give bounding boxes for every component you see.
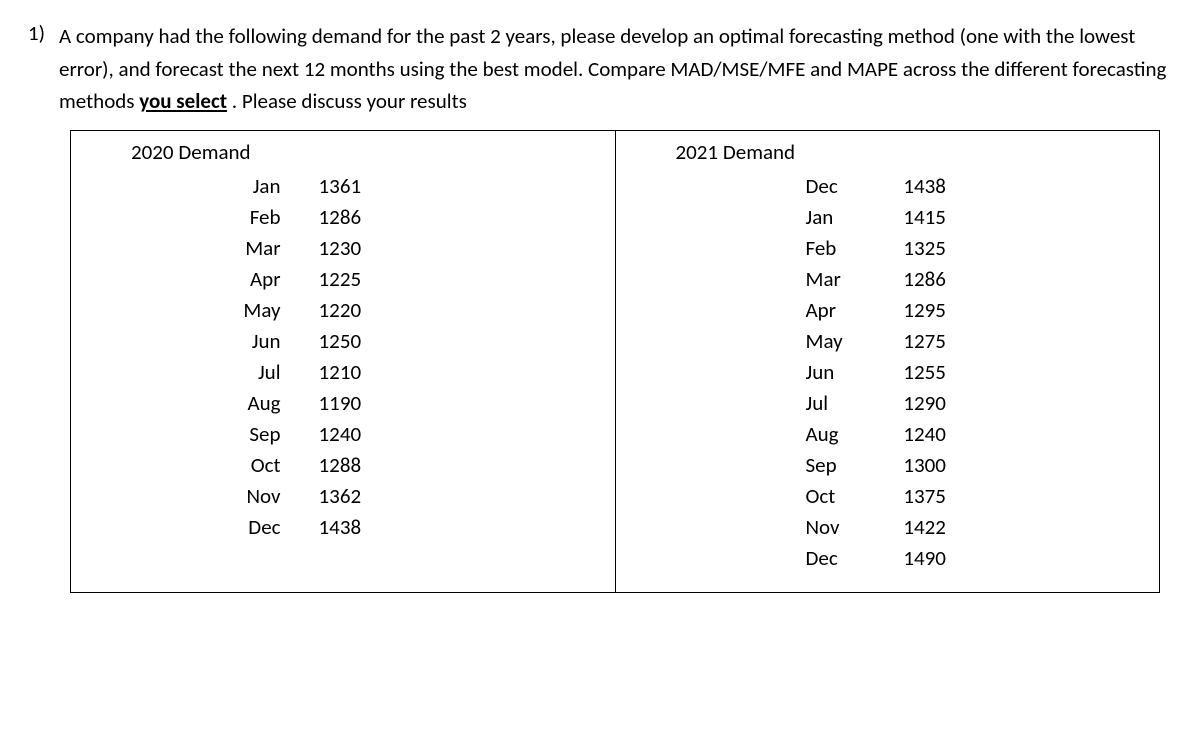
- table-row: May1220: [91, 295, 595, 326]
- month-cell: Aug: [91, 388, 313, 419]
- table-2021: Dec1438Jan1415Feb1325Mar1286Apr1295May12…: [636, 171, 1140, 574]
- table-row: Sep1300: [636, 450, 1140, 481]
- question-text: A company had the following demand for t…: [59, 20, 1172, 118]
- table-row: Jan1415: [636, 202, 1140, 233]
- table-row: Nov1362: [91, 481, 595, 512]
- value-cell: 1255: [897, 357, 1139, 388]
- month-cell: Jan: [636, 202, 898, 233]
- month-cell: Jun: [91, 326, 313, 357]
- month-cell: Jan: [91, 171, 313, 202]
- table-row: Dec1490: [636, 543, 1140, 574]
- month-cell: Nov: [636, 512, 898, 543]
- question-block: 1) A company had the following demand fo…: [28, 20, 1172, 118]
- table-row: Dec1438: [636, 171, 1140, 202]
- table-row: Aug1240: [636, 419, 1140, 450]
- table-row: Jun1255: [636, 357, 1140, 388]
- table-2020: Jan1361Feb1286Mar1230Apr1225May1220Jun12…: [91, 171, 595, 543]
- value-cell: 1490: [897, 543, 1139, 574]
- month-cell: Nov: [91, 481, 313, 512]
- month-cell: May: [91, 295, 313, 326]
- value-cell: 1250: [313, 326, 595, 357]
- value-cell: 1240: [897, 419, 1139, 450]
- month-cell: Aug: [636, 419, 898, 450]
- month-cell: Mar: [636, 264, 898, 295]
- table-row: Feb1325: [636, 233, 1140, 264]
- table-row: Mar1230: [91, 233, 595, 264]
- value-cell: 1422: [897, 512, 1139, 543]
- value-cell: 1288: [313, 450, 595, 481]
- value-cell: 1295: [897, 295, 1139, 326]
- month-cell: Jul: [91, 357, 313, 388]
- value-cell: 1290: [897, 388, 1139, 419]
- value-cell: 1225: [313, 264, 595, 295]
- value-cell: 1325: [897, 233, 1139, 264]
- value-cell: 1275: [897, 326, 1139, 357]
- tables-container: 2020 Demand Jan1361Feb1286Mar1230Apr1225…: [70, 130, 1160, 593]
- month-cell: Dec: [636, 543, 898, 574]
- table-row: Apr1225: [91, 264, 595, 295]
- month-cell: May: [636, 326, 898, 357]
- table-2020-heading: 2020 Demand: [91, 139, 595, 165]
- table-row: Mar1286: [636, 264, 1140, 295]
- table-row: Aug1190: [91, 388, 595, 419]
- month-cell: Apr: [91, 264, 313, 295]
- month-cell: Feb: [91, 202, 313, 233]
- value-cell: 1210: [313, 357, 595, 388]
- demand-table-2020: 2020 Demand Jan1361Feb1286Mar1230Apr1225…: [71, 131, 616, 592]
- month-cell: Jul: [636, 388, 898, 419]
- question-text-part2: . Please discuss your results: [227, 88, 467, 114]
- month-cell: Feb: [636, 233, 898, 264]
- table-row: Jul1210: [91, 357, 595, 388]
- table-row: Oct1288: [91, 450, 595, 481]
- value-cell: 1286: [313, 202, 595, 233]
- value-cell: 1286: [897, 264, 1139, 295]
- month-cell: Dec: [91, 512, 313, 543]
- table-row: Oct1375: [636, 481, 1140, 512]
- month-cell: Sep: [636, 450, 898, 481]
- month-cell: Apr: [636, 295, 898, 326]
- value-cell: 1300: [897, 450, 1139, 481]
- value-cell: 1362: [313, 481, 595, 512]
- month-cell: Oct: [91, 450, 313, 481]
- month-cell: Mar: [91, 233, 313, 264]
- table-row: Nov1422: [636, 512, 1140, 543]
- question-number: 1): [28, 20, 45, 46]
- value-cell: 1438: [897, 171, 1139, 202]
- table-row: Apr1295: [636, 295, 1140, 326]
- value-cell: 1220: [313, 295, 595, 326]
- value-cell: 1230: [313, 233, 595, 264]
- value-cell: 1415: [897, 202, 1139, 233]
- demand-table-2021: 2021 Demand Dec1438Jan1415Feb1325Mar1286…: [616, 131, 1160, 592]
- table-row: Jan1361: [91, 171, 595, 202]
- table-2020-body: Jan1361Feb1286Mar1230Apr1225May1220Jun12…: [91, 171, 595, 543]
- month-cell: Dec: [636, 171, 898, 202]
- value-cell: 1240: [313, 419, 595, 450]
- table-2021-body: Dec1438Jan1415Feb1325Mar1286Apr1295May12…: [636, 171, 1140, 574]
- table-row: May1275: [636, 326, 1140, 357]
- value-cell: 1375: [897, 481, 1139, 512]
- table-row: Jul1290: [636, 388, 1140, 419]
- table-row: Sep1240: [91, 419, 595, 450]
- value-cell: 1361: [313, 171, 595, 202]
- table-row: Jun1250: [91, 326, 595, 357]
- question-text-underlined: you select: [139, 88, 227, 114]
- table-row: Feb1286: [91, 202, 595, 233]
- table-2021-heading: 2021 Demand: [636, 139, 1140, 165]
- table-row: Dec1438: [91, 512, 595, 543]
- value-cell: 1190: [313, 388, 595, 419]
- month-cell: Sep: [91, 419, 313, 450]
- month-cell: Jun: [636, 357, 898, 388]
- value-cell: 1438: [313, 512, 595, 543]
- month-cell: Oct: [636, 481, 898, 512]
